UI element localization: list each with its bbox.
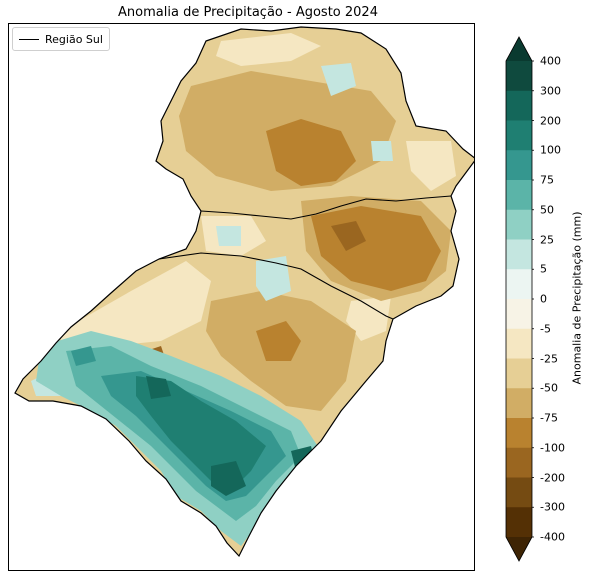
colorbar-bin [506, 328, 532, 359]
colorbar-bin [506, 269, 532, 300]
colorbar-bin [506, 299, 532, 330]
colorbar-bin [506, 150, 532, 181]
colorbar-bin [506, 358, 532, 389]
colorbar-tick-label: 300 [540, 84, 561, 98]
colorbar-tick-label: 5 [540, 262, 547, 276]
colorbar-tick-label: -50 [540, 381, 558, 395]
colorbar-tick-label: 400 [540, 54, 561, 68]
border-sc-rs [158, 252, 394, 320]
colorbar-tick-label: -5 [540, 322, 551, 336]
map-panel [8, 23, 475, 571]
colorbar-bin [506, 120, 532, 151]
colorbar-tick-label: 25 [540, 233, 554, 246]
colorbar-bin [506, 90, 532, 121]
colorbar-tick-label: 200 [540, 114, 561, 127]
anomaly-contours [31, 33, 456, 546]
region-outline [14, 26, 474, 558]
colorbar-tick-label: -400 [540, 530, 565, 544]
colorbar-tick-label: -75 [540, 411, 558, 425]
colorbar-bin [506, 477, 532, 508]
precipitation-map [14, 26, 474, 558]
colorbar-extend-top [506, 37, 532, 61]
legend-label: Região Sul [45, 32, 103, 46]
colorbar-bin [506, 209, 532, 240]
colorbar-tick-label: 50 [540, 203, 554, 217]
map-title: Anomalia de Precipitação - Agosto 2024 [118, 5, 378, 20]
colorbar-bin [506, 418, 532, 449]
colorbar-bin [506, 61, 532, 92]
legend-line-swatch [19, 38, 39, 40]
colorbar-tick-label: 0 [540, 292, 547, 306]
colorbar-extend-bottom [506, 537, 532, 561]
colorbar-bin [506, 180, 532, 211]
colorbar-bin [506, 507, 532, 538]
colorbar-label: Anomalia de Precipitação (mm) [570, 211, 584, 385]
colorbar-bin [506, 239, 532, 270]
colorbar-tick-label: -25 [540, 352, 558, 365]
map-legend: Região Sul [12, 27, 110, 51]
colorbar-tick-label: 75 [540, 173, 554, 187]
colorbar-bin [506, 388, 532, 419]
colorbar-graphic [505, 36, 535, 562]
colorbar-tick-label: 100 [540, 143, 561, 157]
colorbar-tick-label: -200 [540, 471, 565, 484]
border-pr-sc [200, 195, 452, 220]
colorbar-tick-label: -100 [540, 441, 565, 455]
colorbar [504, 36, 535, 562]
colorbar-tick-label: -300 [540, 500, 565, 514]
colorbar-bin [506, 447, 532, 478]
